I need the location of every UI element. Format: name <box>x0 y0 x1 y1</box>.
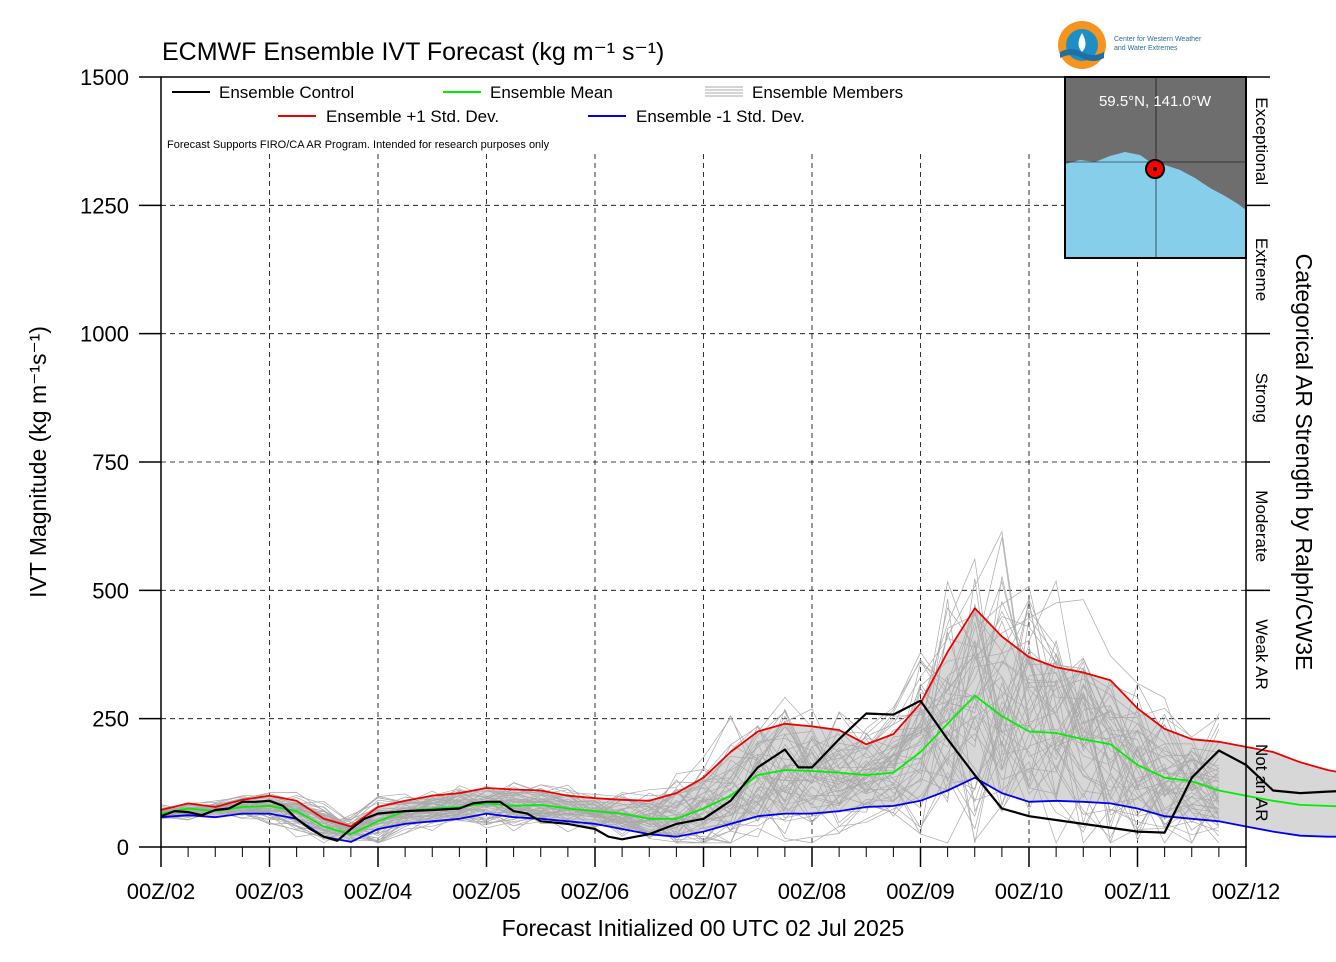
inset-ocean <box>1065 152 1246 258</box>
legend-label-members: Ensemble Members <box>752 83 903 102</box>
x-tick-label: 00Z/08 <box>778 879 847 904</box>
x-tick-label: 00Z/04 <box>344 879 413 904</box>
right-axis-title: Categorical AR Strength by Ralph/CW3E <box>1291 254 1317 671</box>
x-tick-label: 00Z/11 <box>1104 879 1171 904</box>
category-label: Strong <box>1252 373 1271 423</box>
series-line-ensemble-mean <box>160 694 1336 836</box>
grid-lines <box>161 154 1246 847</box>
inset-frame <box>1064 76 1247 259</box>
chart-title: ECMWF Ensemble IVT Forecast (kg m⁻¹ s⁻¹) <box>162 38 664 66</box>
x-tick-label: 00Z/06 <box>561 879 630 904</box>
research-note: Forecast Supports FIRO/CA AR Program. In… <box>167 139 550 151</box>
legend-label-minus-std: Ensemble -1 Std. Dev. <box>636 107 805 126</box>
cw3e-logo: Center for Western Weather and Water Ext… <box>1058 21 1202 69</box>
ensemble-member-line <box>160 600 1220 831</box>
series-line-ensemble-1-std-dev- <box>160 607 1336 828</box>
ensemble-member-line <box>160 657 1220 834</box>
x-tick-label: 00Z/03 <box>235 879 304 904</box>
location-marker-center <box>1153 167 1157 171</box>
inset-coordinates: 59.5°N, 141.0°W <box>1099 93 1212 110</box>
category-label: Weak AR <box>1252 619 1271 690</box>
x-tick-label: 00Z/02 <box>127 879 196 904</box>
logo-waves-icon <box>1060 49 1104 61</box>
x-axis-title: Forecast Initialized 00 UTC 02 Jul 2025 <box>502 915 905 941</box>
legend-swatch-members <box>705 86 743 97</box>
y-tick-label: 1000 <box>80 322 129 347</box>
y-tick-label: 500 <box>92 578 129 603</box>
ensemble-member-line <box>160 557 1220 820</box>
logo-text-line2: and Water Extremes <box>1114 45 1178 52</box>
logo-drop-shape <box>1078 33 1086 52</box>
ensemble-member-line <box>160 730 1219 844</box>
legend-label-plus-std: Ensemble +1 Std. Dev. <box>326 107 499 126</box>
category-label: Moderate <box>1252 490 1271 562</box>
ensemble-member-line <box>160 604 1219 844</box>
x-tick-label: 00Z/09 <box>886 879 955 904</box>
logo-text-line1: Center for Western Weather <box>1114 36 1202 43</box>
x-tick-label: 00Z/05 <box>452 879 521 904</box>
x-tick-label: 00Z/12 <box>1212 879 1281 904</box>
category-label: Extreme <box>1252 238 1271 301</box>
ar-categories: Not an AR Weak AR Moderate Strong Extreme Exc… <box>1246 76 1271 822</box>
legend-label-control: Ensemble Control <box>219 83 354 102</box>
series-lines <box>160 607 1336 843</box>
y-tick-label: 0 <box>117 835 129 860</box>
inset-map: 59.5°N, 141.0°W <box>1064 76 1247 259</box>
std-dev-band <box>161 608 1336 842</box>
y-tick-label: 250 <box>92 707 129 732</box>
y-tick-label: 1250 <box>80 193 129 218</box>
category-label: Not an AR <box>1252 744 1271 822</box>
legend: Ensemble Control Ensemble Mean Ensemble … <box>167 83 903 151</box>
series-line-ensemble-1-std-dev- <box>160 776 1336 843</box>
y-tick-label: 750 <box>92 450 129 475</box>
legend-label-mean: Ensemble Mean <box>490 83 613 102</box>
category-label: Exceptional <box>1252 97 1271 185</box>
y-axis-title: IVT Magnitude (kg m⁻¹s⁻¹) <box>25 326 51 598</box>
ensemble-member-line <box>160 585 1220 830</box>
series-line-ensemble-control <box>160 699 1336 842</box>
ensemble-member-line <box>161 599 1220 844</box>
y-tick-label: 1500 <box>80 65 129 90</box>
x-tick-label: 00Z/07 <box>669 879 738 904</box>
x-tick-label: 00Z/10 <box>995 879 1064 904</box>
ensemble-member-line <box>160 685 1220 844</box>
axes: 0 250 500 750 1000 1250 1500 00Z/02 00Z/03 00Z/04… <box>80 65 1280 904</box>
